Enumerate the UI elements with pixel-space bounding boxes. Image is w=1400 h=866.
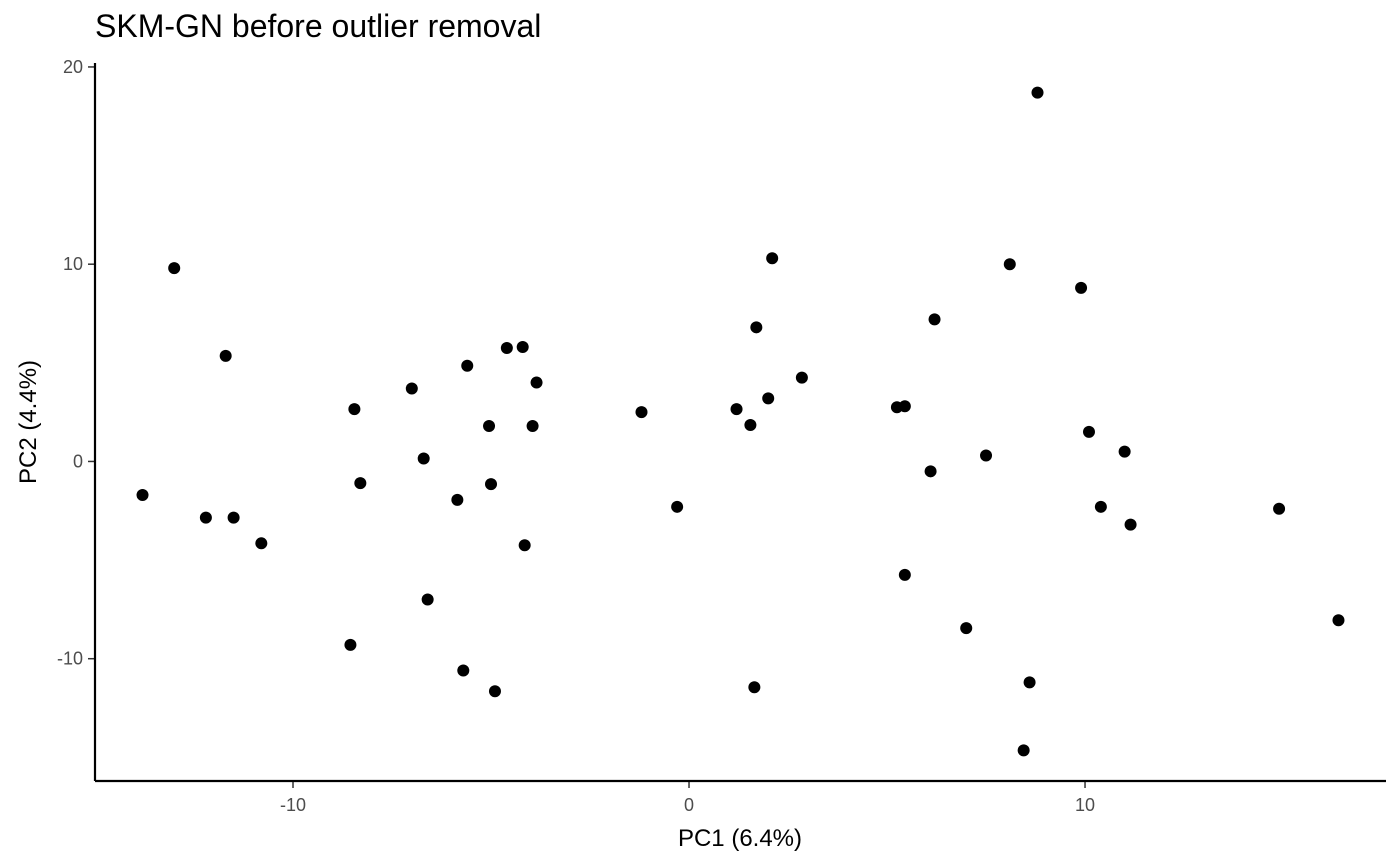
data-point [488,685,501,698]
data-point [457,664,470,677]
data-point [483,419,496,432]
data-point [421,593,434,606]
data-point [1023,676,1036,689]
data-point [199,511,212,524]
y-tick-label: -10 [57,649,83,669]
data-point [485,478,498,491]
data-point [500,342,513,355]
y-tick-label: 20 [63,57,83,77]
data-point [461,359,474,372]
data-point [635,406,648,419]
data-point [898,400,911,413]
data-point [898,568,911,581]
data-point [766,252,779,265]
data-point [744,418,757,431]
x-tick-label: 0 [684,795,694,815]
chart-title: SKM-GN before outlier removal [95,8,542,44]
data-point [1273,502,1286,515]
data-point [227,511,240,524]
data-point [730,403,743,416]
y-tick-label: 10 [63,254,83,274]
data-point [255,537,268,550]
x-tick-label: -10 [280,795,306,815]
data-point [980,449,993,462]
data-point [348,403,361,416]
data-points [136,86,1345,757]
y-tick-label: 0 [73,451,83,471]
data-point [354,477,367,490]
x-tick-label: 10 [1075,795,1095,815]
data-point [168,262,181,275]
data-point [417,452,430,465]
data-point [928,313,941,326]
data-point [405,382,418,395]
data-point [451,493,464,506]
data-point [1082,425,1095,438]
data-point [526,419,539,432]
data-point [219,349,232,362]
axis-ticks: -10 0 10 -10 0 10 20 [57,57,1095,815]
data-point [344,638,357,651]
data-point [750,321,763,334]
data-point [748,681,761,694]
data-point [1124,518,1137,531]
data-point [530,376,543,389]
data-point [960,622,973,635]
data-point [795,371,808,384]
data-point [1031,86,1044,99]
data-point [136,488,149,501]
data-point [924,465,937,478]
data-point [1332,614,1345,627]
data-point [1118,445,1131,458]
data-point [1017,744,1030,757]
data-point [516,341,529,354]
y-axis-title: PC2 (4.4%) [15,360,42,484]
data-point [1003,258,1016,271]
data-point [671,500,684,513]
data-point [1075,281,1088,294]
data-point [518,539,531,552]
data-point [762,392,775,405]
data-point [1094,500,1107,513]
x-axis-title: PC1 (6.4%) [678,825,802,852]
